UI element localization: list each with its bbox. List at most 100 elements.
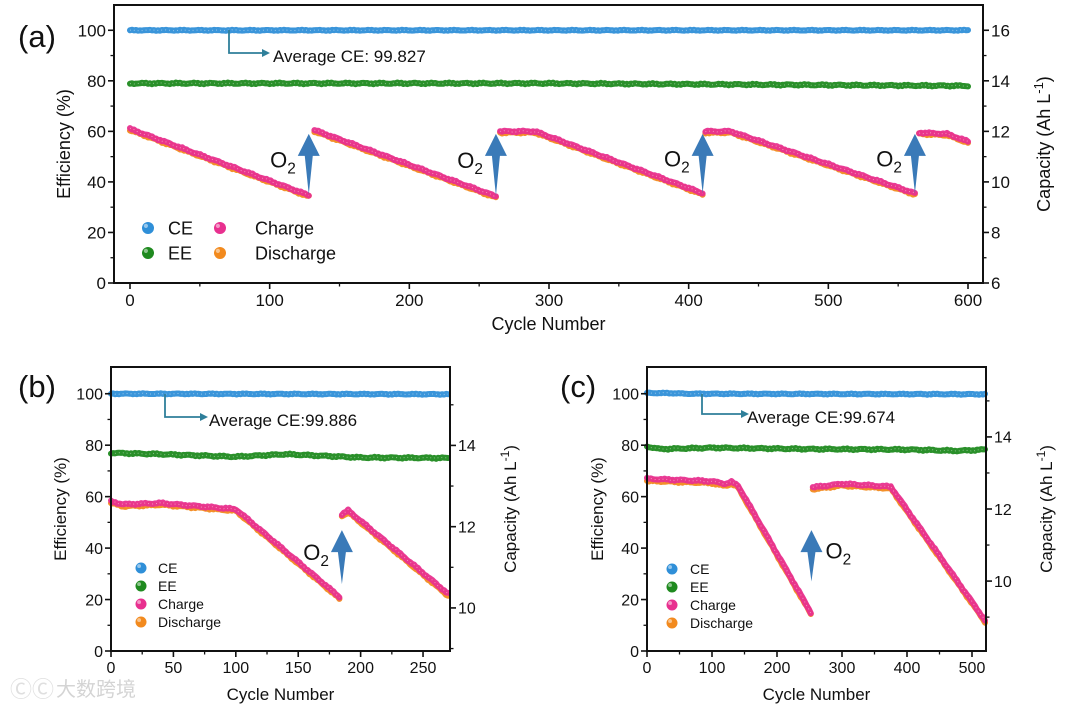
series-charge-segment [338, 506, 451, 596]
legend-marker-highlight [668, 583, 672, 587]
legend-label-ee: EE [690, 579, 709, 595]
y-tick-label: 100 [78, 21, 106, 40]
series-ee-marker-highlight [646, 446, 985, 452]
y2-axis-title-superscript: -1 [498, 450, 512, 461]
x-tick-label: 0 [643, 660, 652, 677]
y2-axis-title: Capacity (Ah L-1) [498, 445, 520, 573]
y2-tick-label: 14 [994, 430, 1012, 447]
o2-label-main: O [303, 540, 320, 565]
legend-marker-highlight [137, 582, 141, 586]
o2-label: O2 [270, 147, 296, 177]
legend-marker-highlight [668, 601, 672, 605]
o2-label-subscript: 2 [320, 553, 329, 570]
x-tick-label: 50 [165, 660, 183, 677]
y2-axis-title-main: Capacity (Ah L [1034, 94, 1054, 212]
o2-arrow-up-icon [903, 133, 926, 194]
y-tick-label: 20 [85, 592, 103, 609]
y-tick-label: 80 [621, 438, 639, 455]
o2-arrow-up-icon [691, 133, 714, 194]
panel-label: (a) [18, 19, 56, 54]
series-ee-segment [108, 449, 451, 462]
series-charge-marker-highlight [646, 477, 812, 614]
y-tick-label: 60 [621, 489, 639, 506]
series-charge-segment [311, 127, 499, 200]
y-tick-label: 100 [76, 386, 103, 403]
series-charge-segment [702, 127, 918, 196]
arrow-right-icon [262, 49, 270, 57]
y2-axis-title-main: Capacity (Ah L [1037, 461, 1056, 573]
legend-marker-ce [142, 222, 154, 234]
x-tick-label: 250 [410, 660, 437, 677]
series-ce-marker-highlight [110, 392, 449, 396]
x-tick-label: 500 [814, 291, 842, 310]
series-charge-marker-highlight [918, 131, 969, 143]
x-tick-label: 300 [535, 291, 563, 310]
y2-tick-label: 8 [991, 224, 1000, 243]
y-tick-label: 0 [94, 644, 103, 661]
legend-label-ce: CE [158, 560, 177, 576]
o2-label-main: O [270, 147, 287, 172]
y2-axis-title-end: ) [1037, 445, 1056, 451]
legend-marker-discharge [214, 247, 226, 259]
legend-marker-highlight [143, 223, 148, 228]
legend-marker-ce [666, 563, 678, 575]
y-tick-label: 100 [612, 386, 639, 403]
y2-tick-label: 14 [458, 438, 476, 455]
legend-label-discharge: Discharge [158, 614, 221, 630]
series-ce-segment [644, 389, 988, 398]
x-axis-title: Cycle Number [763, 685, 871, 704]
x-tick-label: 500 [959, 660, 986, 677]
y-tick-label: 40 [85, 541, 103, 558]
y-tick-label: 80 [87, 72, 106, 91]
series-discharge-marker-highlight [646, 479, 812, 615]
y2-tick-label: 10 [994, 574, 1012, 591]
legend-marker-ce [135, 562, 147, 574]
y-tick-label: 60 [87, 122, 106, 141]
legend-marker-highlight [215, 223, 220, 228]
x-tick-label: 100 [699, 660, 726, 677]
panel-a: 0 100 200 300 400 500 600 0 20 40 60 80 100 6 8 10 12 14 1… [18, 4, 1054, 334]
series-ee-marker-highlight [110, 452, 449, 460]
legend-marker-ee [135, 580, 147, 592]
legend-label-charge: Charge [690, 597, 736, 613]
y2-axis-title: Capacity (Ah L-1) [1031, 76, 1054, 212]
o2-label-subscript: 2 [893, 160, 902, 177]
x-tick-label: 150 [285, 660, 312, 677]
legend-marker-highlight [137, 600, 141, 604]
o2-label-subscript: 2 [474, 161, 483, 178]
y2-axis-title-main: Capacity (Ah L [501, 461, 520, 573]
series-ee-marker-highlight [129, 81, 969, 88]
legend-marker-highlight [137, 564, 141, 568]
o2-label: O2 [825, 538, 851, 568]
y2-axis-title-superscript: -1 [1031, 82, 1046, 94]
panel-label: (c) [560, 369, 596, 404]
o2-label-main: O [457, 148, 474, 173]
plot-frame [110, 366, 451, 652]
o2-label-main: O [664, 147, 681, 172]
o2-label-main: O [825, 538, 842, 563]
legend-label-ee: EE [158, 578, 177, 594]
y-tick-label: 40 [621, 541, 639, 558]
average-ce-annotation: Average CE:99.886 [209, 411, 357, 430]
series-charge-marker-highlight [499, 130, 703, 194]
arrow-right-icon [741, 410, 749, 418]
legend-label-ee: EE [168, 243, 192, 263]
legend-label-charge: Charge [158, 596, 204, 612]
o2-label-subscript: 2 [843, 551, 852, 568]
o2-label: O2 [303, 540, 329, 570]
x-tick-label: 0 [107, 660, 116, 677]
series-charge-segment [108, 497, 343, 601]
series-ee-segment [127, 79, 971, 90]
x-axis-title: Cycle Number [227, 685, 335, 704]
legend-label-ce: CE [168, 218, 193, 238]
series-charge-segment [127, 125, 312, 199]
series-ce-segment [108, 390, 451, 398]
panel-c: 0 100 200 300 400 500 0 20 40 60 80 100 10 12 14 Cycle … [560, 366, 1056, 704]
o2-label: O2 [876, 147, 902, 177]
y2-tick-label: 12 [991, 122, 1010, 141]
o2-label-subscript: 2 [681, 160, 690, 177]
y-axis-title: Efficiency (%) [51, 457, 70, 561]
y-tick-label: 20 [87, 224, 106, 243]
series-charge-segment [809, 480, 988, 624]
